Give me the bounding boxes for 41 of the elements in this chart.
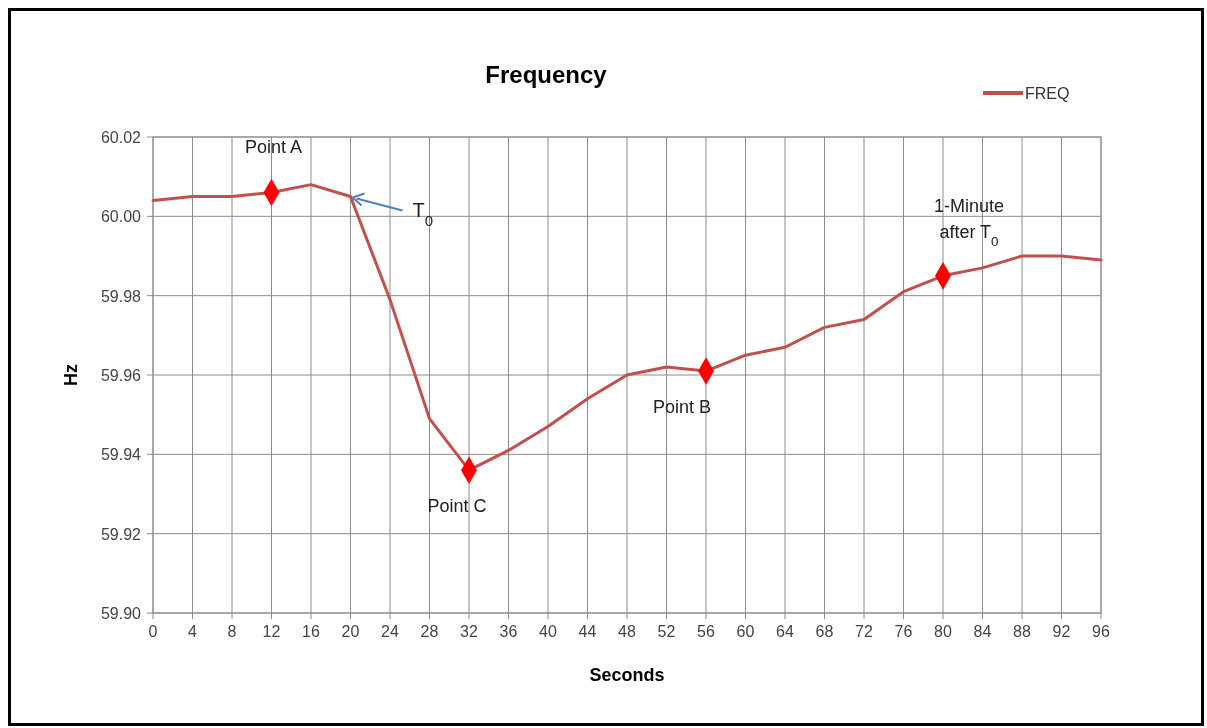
x-tick-label: 72 (855, 623, 873, 640)
x-tick-label: 12 (262, 623, 281, 640)
x-tick-label: 40 (539, 623, 557, 640)
x-axis-title: Seconds (589, 665, 665, 685)
chart-title: Frequency (485, 61, 608, 88)
x-tick-label: 0 (148, 623, 158, 640)
y-tick-label: 59.98 (100, 287, 142, 305)
x-tick-label: 68 (815, 623, 834, 640)
x-tick-label: 8 (227, 623, 237, 640)
annotation: Point C (427, 496, 487, 517)
y-tick-label: 60.00 (100, 208, 142, 226)
annotation: 1-Minute after T$_{0}$ (933, 195, 1005, 249)
x-tick-label: 56 (697, 623, 715, 640)
x-tick-label: 76 (894, 623, 913, 640)
x-tick-label: 24 (381, 623, 399, 640)
y-tick-label: 59.92 (100, 525, 142, 543)
x-tick-label: 32 (460, 623, 478, 640)
x-tick-label: 4 (188, 623, 198, 640)
x-tick-label: 96 (1092, 623, 1110, 640)
x-tick-label: 48 (618, 623, 636, 640)
legend-label: FREQ (1025, 85, 1070, 102)
x-tick-label: 20 (341, 623, 360, 640)
annotation: Point A (244, 136, 303, 157)
x-tick-label: 80 (934, 623, 952, 640)
annotation: Point B (652, 397, 712, 418)
x-tick-label: 60 (736, 623, 755, 640)
x-tick-label: 36 (499, 623, 518, 640)
x-tick-label: 84 (973, 623, 992, 640)
y-tick-label: 59.94 (100, 446, 142, 464)
x-tick-label: 28 (420, 623, 439, 640)
x-tick-label: 92 (1052, 623, 1071, 640)
y-tick-label: 59.96 (100, 367, 142, 384)
annotation: T$_{0}$ (412, 198, 434, 228)
x-tick-label: 44 (578, 623, 597, 640)
y-tick-label: 59.90 (100, 605, 142, 622)
x-tick-label: 16 (302, 623, 320, 640)
x-tick-label: 64 (776, 623, 794, 640)
y-axis-title: Hz (61, 364, 81, 386)
y-tick-label: 60.02 (100, 129, 142, 146)
x-tick-label: 88 (1013, 623, 1031, 640)
x-tick-label: 52 (657, 623, 676, 640)
